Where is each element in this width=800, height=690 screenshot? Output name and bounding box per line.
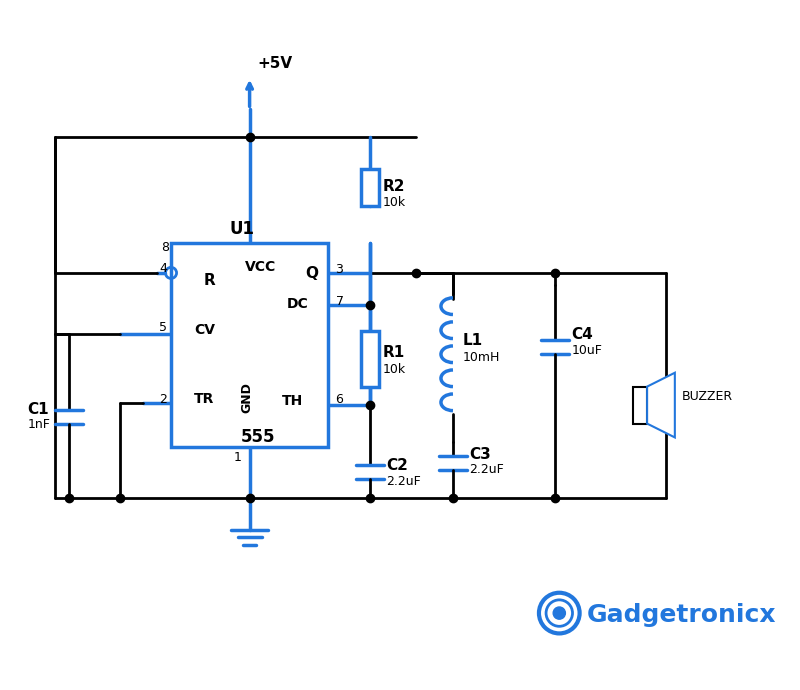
- FancyBboxPatch shape: [361, 331, 379, 386]
- Text: Gadgetronicx: Gadgetronicx: [587, 603, 777, 627]
- Text: 2.2uF: 2.2uF: [470, 464, 504, 477]
- Text: L1: L1: [462, 333, 482, 348]
- Text: C4: C4: [571, 326, 593, 342]
- Text: VCC: VCC: [245, 260, 276, 274]
- Text: C2: C2: [386, 457, 408, 473]
- Text: 1nF: 1nF: [28, 418, 50, 431]
- Text: 10k: 10k: [382, 363, 406, 376]
- Circle shape: [553, 607, 566, 619]
- Text: Q: Q: [305, 266, 318, 281]
- Text: 6: 6: [335, 393, 343, 406]
- Text: 5: 5: [159, 321, 167, 334]
- Text: +5V: +5V: [257, 56, 292, 70]
- Text: 2.2uF: 2.2uF: [386, 475, 421, 488]
- Text: 4: 4: [159, 262, 167, 275]
- Text: TH: TH: [282, 394, 303, 408]
- Text: R1: R1: [382, 345, 405, 360]
- Text: 10uF: 10uF: [571, 344, 602, 357]
- Text: 555: 555: [240, 428, 275, 446]
- Text: 7: 7: [335, 295, 343, 308]
- Polygon shape: [647, 373, 675, 437]
- FancyBboxPatch shape: [171, 244, 328, 446]
- Text: R: R: [203, 273, 215, 288]
- FancyBboxPatch shape: [361, 169, 379, 206]
- Text: 10k: 10k: [382, 197, 406, 209]
- Text: 2: 2: [159, 393, 167, 406]
- Bar: [634, 386, 647, 424]
- Text: C1: C1: [28, 402, 50, 417]
- Text: TR: TR: [194, 392, 214, 406]
- Text: DC: DC: [286, 297, 308, 311]
- Text: GND: GND: [240, 382, 254, 413]
- Text: 10mH: 10mH: [462, 351, 499, 364]
- Text: 3: 3: [335, 263, 343, 276]
- Text: R2: R2: [382, 179, 406, 194]
- Text: CV: CV: [194, 323, 215, 337]
- Text: C3: C3: [470, 446, 491, 462]
- Text: BUZZER: BUZZER: [682, 391, 734, 404]
- Text: 8: 8: [161, 241, 169, 254]
- Text: U1: U1: [230, 220, 254, 238]
- Text: 1: 1: [234, 451, 242, 464]
